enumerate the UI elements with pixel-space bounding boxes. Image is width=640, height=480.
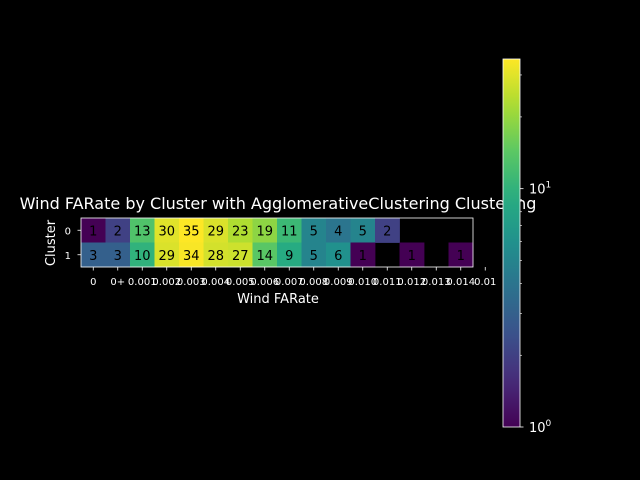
colorbar-tick-label: 100: [529, 419, 552, 436]
heatmap-cell: [154, 242, 180, 268]
cell-value-label: 1: [457, 249, 465, 264]
x-tick-label: 0.001: [128, 277, 157, 288]
heatmap-cell: [228, 242, 253, 268]
heatmap-cell: [105, 218, 131, 243]
x-tick-label: 0+: [110, 277, 125, 288]
cell-value-label: 11: [281, 224, 298, 239]
cell-value-label: 6: [334, 249, 342, 264]
heatmap-cell: [326, 218, 351, 243]
x-tick-label: 0.012: [397, 277, 426, 288]
y-tick-label: 1: [65, 251, 71, 262]
cell-value-label: 29: [158, 249, 175, 264]
heatmap-cell: [203, 218, 229, 243]
heatmap-cell: [252, 218, 278, 243]
heatmap-cell: [105, 242, 131, 268]
colorbar-tick-label: 101: [529, 181, 551, 198]
cell-value-label: 10: [134, 249, 151, 264]
x-tick-label: 0.013: [422, 277, 451, 288]
x-axis-label: Wind FARate: [237, 292, 319, 307]
heatmap-cell: [375, 218, 400, 243]
heatmap-cell: [399, 242, 425, 268]
cell-value-label: 23: [232, 224, 249, 239]
heatmap-cell: [179, 218, 204, 243]
heatmap-cell: [350, 218, 376, 243]
heatmap-cell: [448, 242, 474, 268]
x-tick-label: 0.005: [226, 277, 255, 288]
heatmap-cell: [326, 242, 351, 268]
cell-value-label: 3: [89, 249, 97, 264]
cell-value-label: 27: [232, 249, 249, 264]
x-tick-label: 0.01: [474, 277, 496, 288]
y-axis-ticks: 01: [65, 226, 81, 262]
chart-title: Wind FARate by Cluster with Agglomerativ…: [20, 194, 537, 213]
heatmap-cell: [203, 242, 229, 268]
y-axis-label: Cluster: [44, 219, 59, 266]
cell-value-label: 4: [334, 224, 342, 239]
cell-value-label: 1: [89, 224, 97, 239]
x-tick-label: 0.011: [373, 277, 402, 288]
heatmap-cell: [301, 242, 327, 268]
cell-value-label: 19: [256, 224, 273, 239]
heatmap-cell: [228, 218, 253, 243]
heatmap-cell: [130, 218, 155, 243]
x-tick-label: 0.002: [152, 277, 181, 288]
cell-value-label: 34: [183, 249, 200, 264]
x-axis-ticks: 0 0+ 0.0010.0020.0030.0040.0050.0060.0070.…: [90, 267, 496, 288]
heatmap-frame: [80, 217, 474, 268]
x-tick-label: 0.009: [324, 277, 353, 288]
cell-value-label: 2: [383, 224, 391, 239]
heatmap-cell: [154, 218, 180, 243]
cell-value-label: 29: [207, 224, 224, 239]
heatmap-cell: [252, 242, 278, 268]
colorbar: 100 101: [502, 58, 552, 436]
cell-value-label: 1: [408, 249, 416, 264]
cell-value-label: 5: [359, 224, 367, 239]
colorbar-gradient: [502, 58, 521, 428]
cell-value-label: 14: [256, 249, 273, 264]
cell-value-label: 30: [158, 224, 175, 239]
x-tick-label: 0.010: [348, 277, 377, 288]
x-tick-label: 0.006: [250, 277, 279, 288]
heatmap-cells: 1 2 13 30 35 29 23 19 11 5 4 5 23 3 10 29 34 28 27 14 9 5 6 1 1 1: [81, 218, 474, 268]
heatmap-cell: [81, 242, 106, 268]
cell-value-label: 35: [183, 224, 200, 239]
heatmap-cell: [350, 242, 376, 268]
cell-value-label: 28: [207, 249, 224, 264]
heatmap-cell: [130, 242, 155, 268]
heatmap-cell: [179, 242, 204, 268]
x-tick-label: 0.007: [275, 277, 304, 288]
heatmap-cell: [81, 218, 106, 243]
heatmap-cell: [277, 242, 302, 268]
cell-value-label: 9: [285, 249, 293, 264]
y-tick-label: 0: [65, 226, 71, 237]
cell-value-label: 5: [310, 224, 318, 239]
x-tick-label: 0.014: [446, 277, 475, 288]
heatmap-cell: [277, 218, 302, 243]
cell-value-label: 3: [114, 249, 122, 264]
cell-value-label: 5: [310, 249, 318, 264]
heatmap-cell: [301, 218, 327, 243]
x-tick-label: 0.004: [201, 277, 230, 288]
x-tick-label: 0: [90, 277, 96, 288]
x-tick-label: 0.008: [299, 277, 328, 288]
x-tick-label: 0.003: [177, 277, 206, 288]
cell-value-label: 13: [134, 224, 151, 239]
cell-value-label: 2: [114, 224, 122, 239]
cell-value-label: 1: [359, 249, 367, 264]
